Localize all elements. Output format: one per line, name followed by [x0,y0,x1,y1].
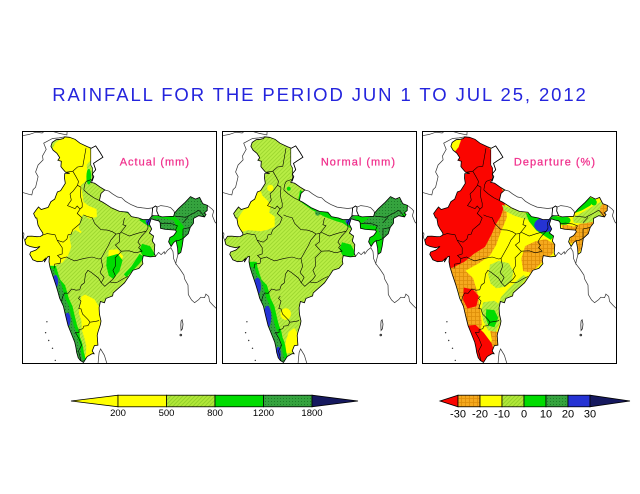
svg-text:0: 0 [521,409,527,421]
svg-text:Normal (mm): Normal (mm) [321,157,396,169]
svg-text:Actual (mm): Actual (mm) [120,157,190,169]
svg-text:1800: 1800 [301,408,322,419]
svg-text:-20: -20 [472,409,488,421]
svg-text:-10: -10 [494,409,510,421]
svg-text:500: 500 [159,408,175,419]
svg-text:-30: -30 [450,409,466,421]
svg-text:10: 10 [540,409,552,421]
svg-text:20: 20 [562,409,574,421]
svg-text:30: 30 [584,409,596,421]
svg-text:Departure (%): Departure (%) [514,157,596,169]
svg-text:200: 200 [110,408,126,419]
svg-text:800: 800 [207,408,223,419]
svg-text:1200: 1200 [253,408,274,419]
